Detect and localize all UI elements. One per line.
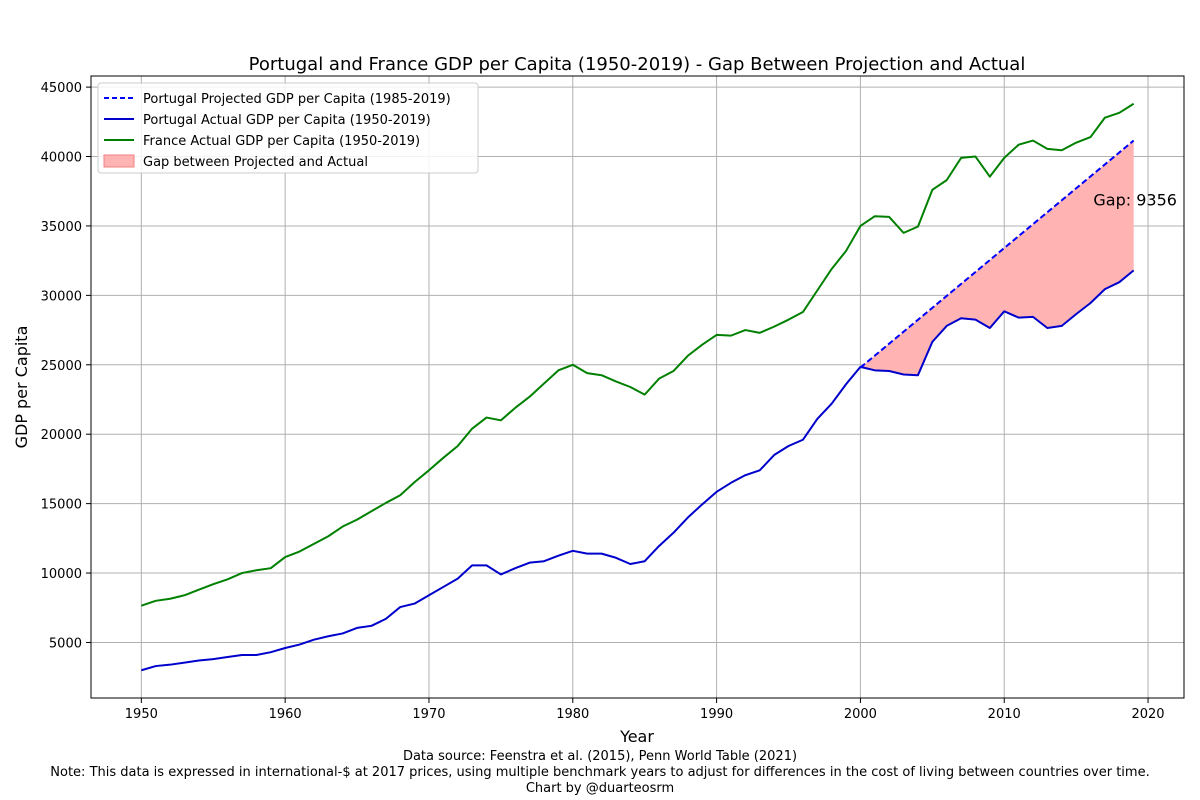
x-tick-label: 2020 [1131,707,1164,722]
france-line [141,102,1135,607]
x-axis-label: Year [619,727,654,746]
x-tick-label: 1990 [700,707,733,722]
legend-entry: Portugal Actual GDP per Capita (1950-201… [143,113,431,128]
plot-frame [90,75,1185,699]
y-tick-label: 10000 [41,567,82,582]
y-tick-label: 30000 [41,289,82,304]
x-tick-label: 1980 [556,707,589,722]
legend-box [97,82,479,174]
y-axis-label: GDP per Capita [12,326,31,449]
data-source-note: Data source: Feenstra et al. (2015), Pen… [402,749,798,764]
gap-area [860,140,1134,376]
y-tick-label: 25000 [41,359,82,374]
legend-swatch [103,154,135,168]
x-tick-label: 2000 [844,707,877,722]
gap-annotation: Gap: 9356 [1093,191,1177,210]
legend-entry: Gap between Projected and Actual [143,155,368,170]
footnotes: Data source: Feenstra et al. (2015), Pen… [0,749,1200,797]
y-tick-label: 45000 [41,81,82,96]
y-tick-label: 15000 [41,498,82,513]
x-tick-label: 1950 [125,707,158,722]
chart-title: Portugal and France GDP per Capita (1950… [249,54,1026,75]
x-tick-label: 1970 [412,707,445,722]
x-tick-label: 1960 [269,707,302,722]
ticks: 1950 1960 1970 1980 1990 2000 2010 2020 5000 1000… [41,81,1165,722]
y-tick-label: 40000 [41,151,82,166]
gap-area-layer [860,140,1134,376]
portugal-projected-line [859,139,1135,369]
x-tick-label: 2010 [988,707,1021,722]
portugal-actual-line [141,269,1135,672]
price-note: Note: This data is expressed in internat… [50,765,1150,780]
y-tick-label: 20000 [41,428,82,443]
chart-credit: Chart by @duarteosrm [525,781,675,796]
legend-entry: France Actual GDP per Capita (1950-2019) [143,134,420,149]
y-tick-label: 35000 [41,220,82,235]
y-tick-label: 5000 [49,636,82,651]
legend: Portugal Projected GDP per Capita (1985-… [97,82,479,174]
legend-entry: Portugal Projected GDP per Capita (1985-… [143,92,451,107]
series-layer [141,102,1135,672]
